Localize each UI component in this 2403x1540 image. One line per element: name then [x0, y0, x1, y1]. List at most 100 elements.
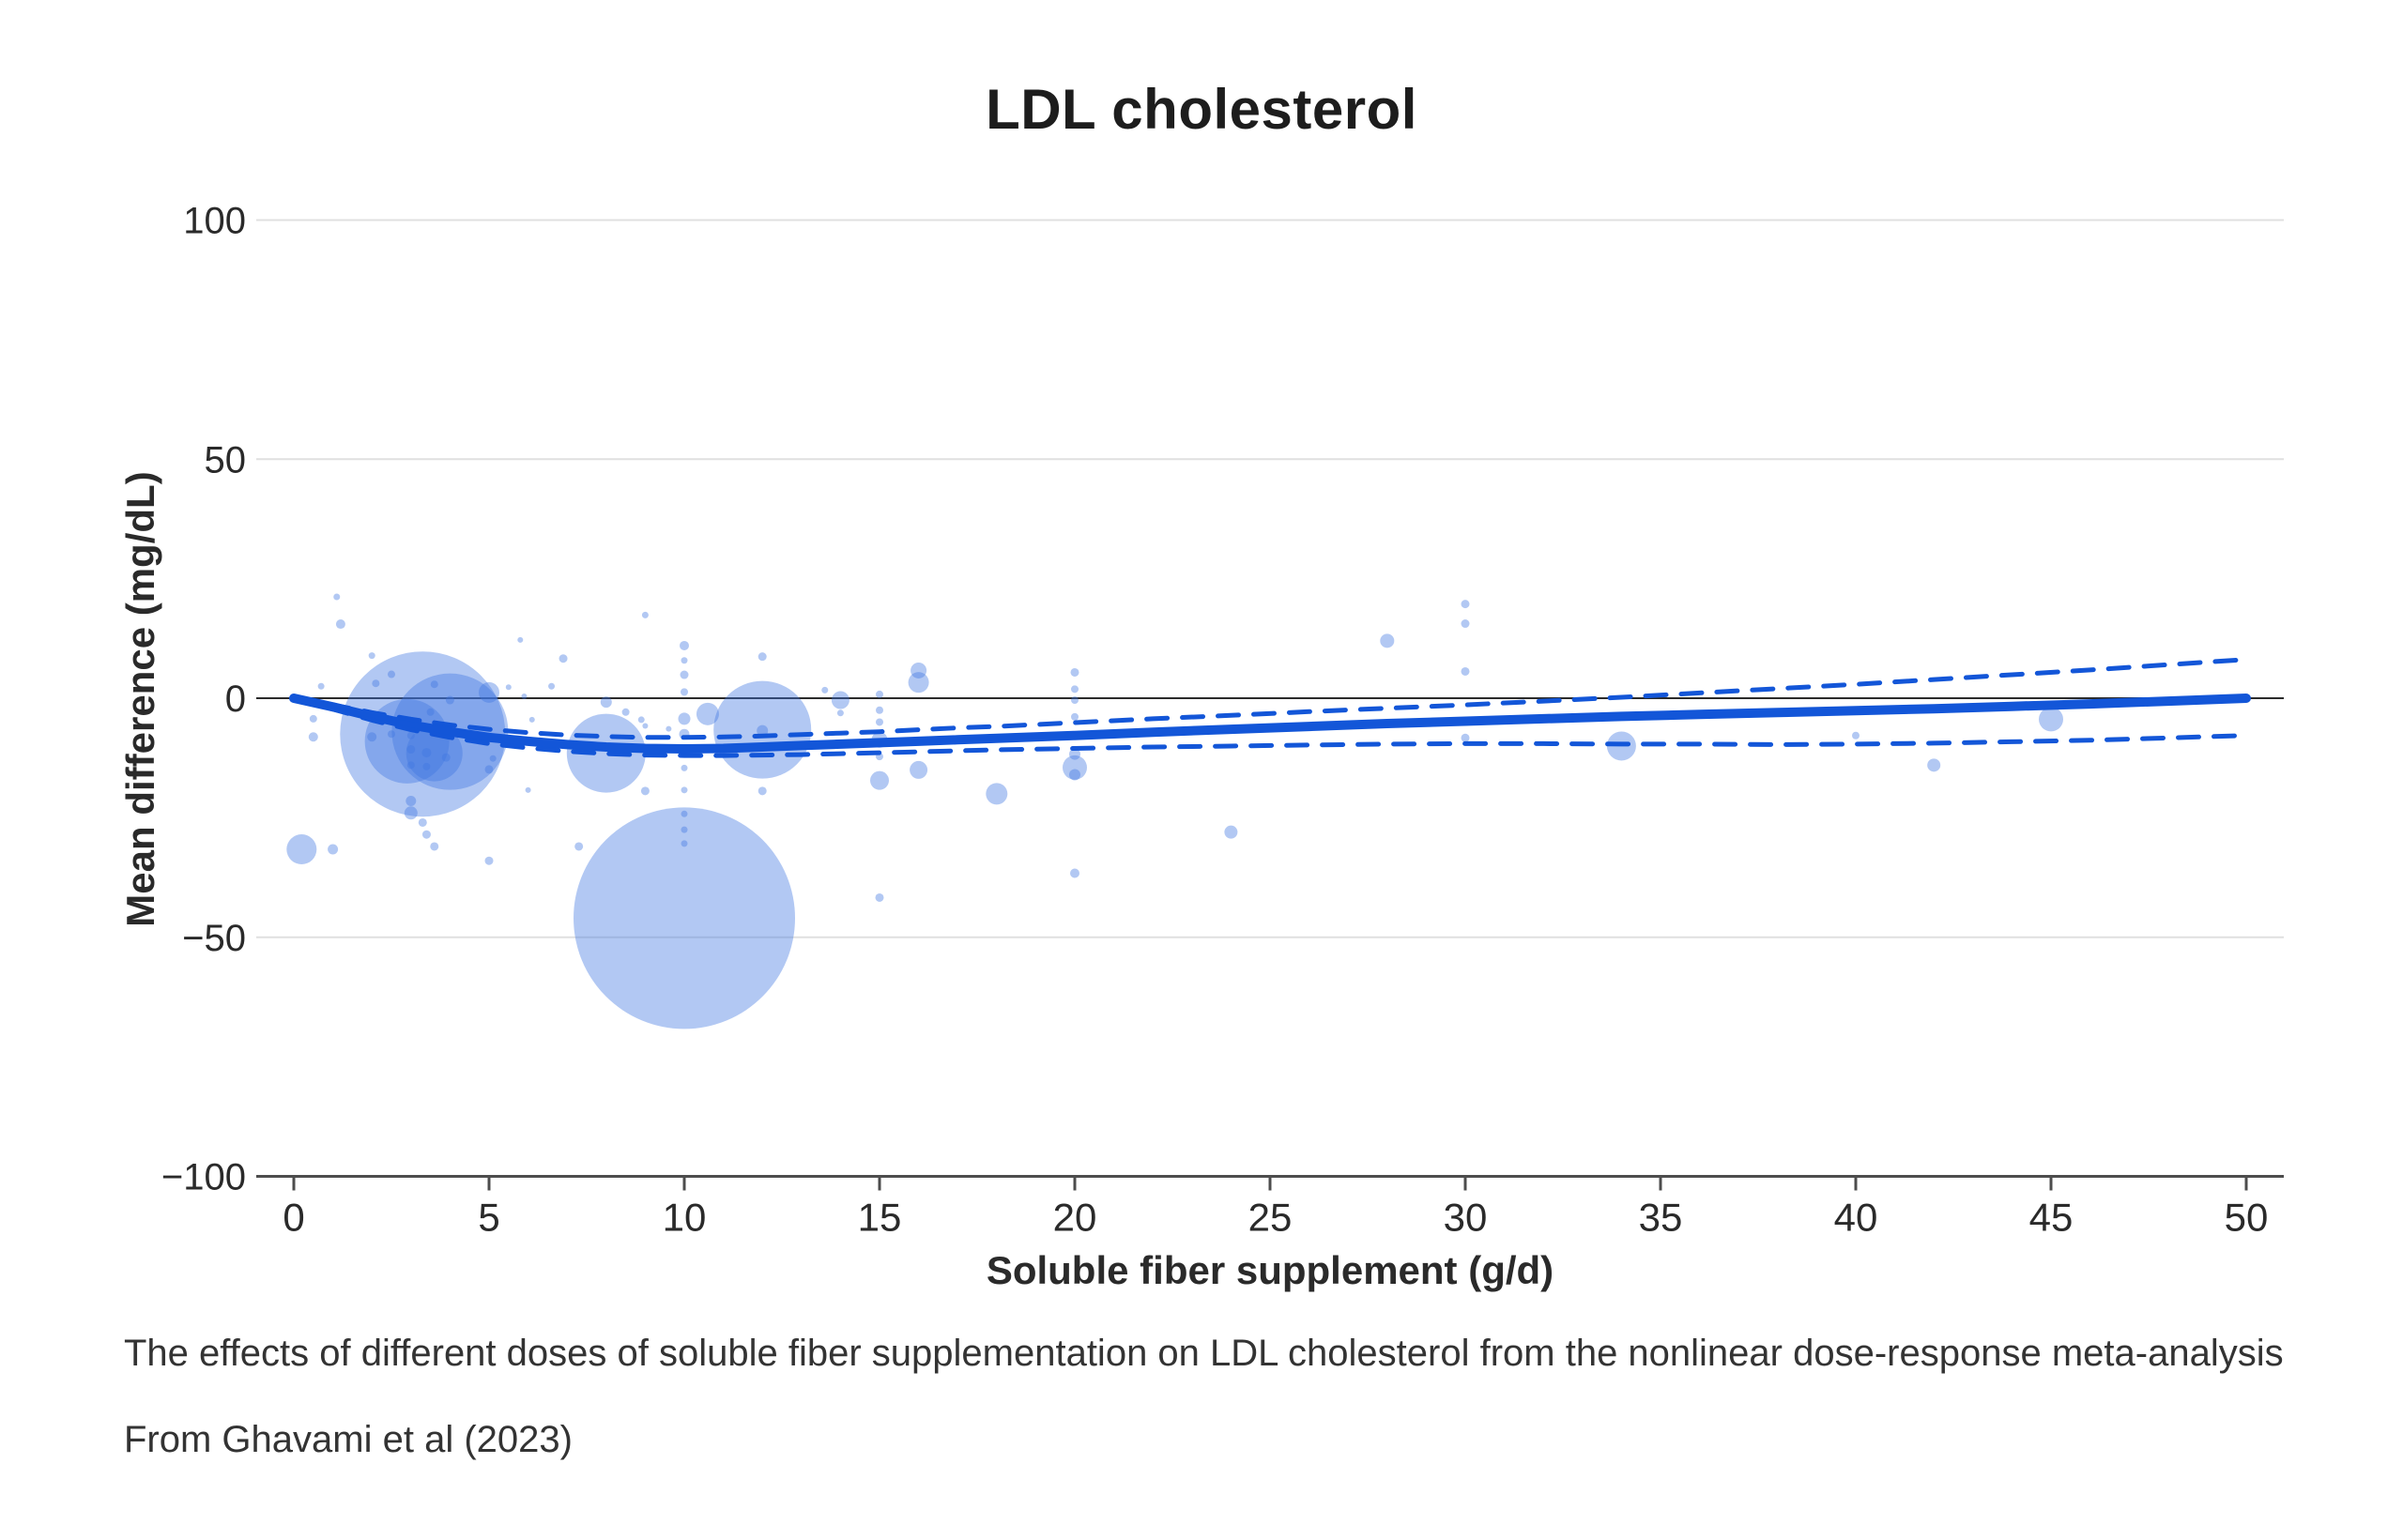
- study-bubble: [418, 817, 427, 827]
- study-bubble: [1063, 755, 1087, 780]
- curve-lower-95ci: [291, 695, 2249, 758]
- x-tick-label-5: 5: [478, 1196, 499, 1240]
- study-bubble: [876, 718, 883, 726]
- curve-upper-95ci: [291, 657, 2249, 740]
- figure-caption: The effects of different doses of solubl…: [124, 1333, 2284, 1374]
- y-axis-title: Mean difference (mg/dL): [118, 471, 162, 927]
- study-bubble: [876, 690, 883, 698]
- study-bubble: [1461, 666, 1470, 676]
- study-bubble: [1069, 769, 1080, 781]
- y-tick-label-50: 50: [205, 439, 247, 480]
- study-bubble: [831, 691, 849, 709]
- chart-title: LDL cholesterol: [986, 78, 1417, 141]
- study-bubble: [637, 716, 645, 724]
- study-bubble: [908, 672, 929, 694]
- study-bubble: [505, 684, 512, 691]
- study-bubble: [421, 830, 431, 839]
- study-bubble: [406, 761, 415, 770]
- study-bubble: [559, 654, 568, 663]
- study-bubble: [666, 725, 672, 732]
- study-bubble: [757, 724, 769, 737]
- study-bubble: [696, 702, 719, 725]
- study-bubble: [441, 753, 451, 762]
- study-bubble: [758, 652, 767, 662]
- study-bubble: [372, 679, 380, 688]
- study-bubble: [479, 681, 499, 703]
- study-bubble: [1070, 868, 1079, 878]
- study-bubble: [335, 619, 345, 630]
- study-bubble: [528, 716, 535, 723]
- study-bubble: [317, 682, 325, 690]
- y-tick-label--100: −100: [161, 1157, 246, 1198]
- x-tick-label-35: 35: [1639, 1196, 1683, 1240]
- x-axis-title: Soluble fiber supplement (g/d): [986, 1248, 1554, 1292]
- study-bubble: [426, 708, 435, 716]
- study-bubble: [681, 688, 688, 696]
- study-bubble: [574, 807, 795, 1029]
- x-tick-label-40: 40: [1834, 1196, 1878, 1240]
- study-bubble: [681, 786, 688, 794]
- study-bubble: [406, 745, 416, 755]
- study-bubble: [430, 842, 439, 851]
- study-bubble: [388, 730, 395, 739]
- x-tick-label-30: 30: [1444, 1196, 1488, 1240]
- study-bubble: [388, 670, 395, 679]
- study-bubble: [574, 842, 584, 851]
- x-tick-label-0: 0: [283, 1196, 304, 1240]
- study-bubble: [621, 708, 630, 716]
- study-bubble: [445, 695, 454, 705]
- study-bubble: [836, 709, 844, 717]
- study-bubble: [286, 834, 317, 865]
- study-bubble: [678, 712, 691, 725]
- study-bubble: [1071, 696, 1079, 705]
- y-tick-label-100: 100: [183, 201, 246, 242]
- study-bubble: [489, 755, 497, 762]
- study-bubble: [642, 723, 649, 729]
- study-bubble: [430, 680, 438, 689]
- study-bubble: [681, 840, 688, 847]
- x-tick-label-20: 20: [1053, 1196, 1097, 1240]
- bubble-layer: [286, 593, 2063, 1029]
- study-bubble: [368, 652, 375, 660]
- study-bubble: [640, 786, 650, 796]
- study-bubble: [308, 732, 318, 742]
- curve-pooled-dose-response-curve: [289, 694, 2251, 754]
- study-bubble: [876, 706, 883, 714]
- study-bubble: [1927, 758, 1941, 772]
- study-bubble: [870, 770, 889, 790]
- x-tick-label-45: 45: [2029, 1196, 2074, 1240]
- study-bubble: [986, 783, 1008, 805]
- study-bubble: [521, 693, 528, 699]
- x-tick-label-25: 25: [1248, 1196, 1293, 1240]
- study-bubble: [1461, 619, 1470, 629]
- study-bubble: [333, 593, 341, 601]
- study-bubble: [2039, 707, 2063, 732]
- study-bubble: [328, 844, 339, 855]
- study-bubble: [404, 806, 418, 820]
- study-bubble: [406, 731, 415, 740]
- x-tick-label-10: 10: [663, 1196, 707, 1240]
- study-bubble: [340, 651, 506, 817]
- study-bubble: [1224, 825, 1238, 839]
- study-bubble: [821, 686, 829, 694]
- study-bubble: [1071, 712, 1079, 721]
- figure-source-caption: From Ghavami et al (2023): [124, 1419, 573, 1460]
- study-bubble: [1069, 748, 1080, 760]
- y-tick-label-0: 0: [225, 679, 246, 720]
- study-bubble: [484, 856, 494, 865]
- study-bubble: [1461, 600, 1470, 609]
- x-tick-label-15: 15: [858, 1196, 902, 1240]
- study-bubble: [525, 786, 531, 793]
- study-bubble: [1461, 733, 1470, 742]
- study-bubble: [680, 670, 689, 679]
- study-bubble: [681, 810, 688, 817]
- study-bubble: [911, 662, 927, 679]
- study-bubble: [484, 765, 494, 774]
- study-bubble: [875, 892, 884, 902]
- study-bubble: [681, 826, 688, 833]
- study-bubble: [910, 760, 928, 779]
- study-bubble: [1852, 731, 1860, 740]
- study-bubble: [548, 682, 556, 690]
